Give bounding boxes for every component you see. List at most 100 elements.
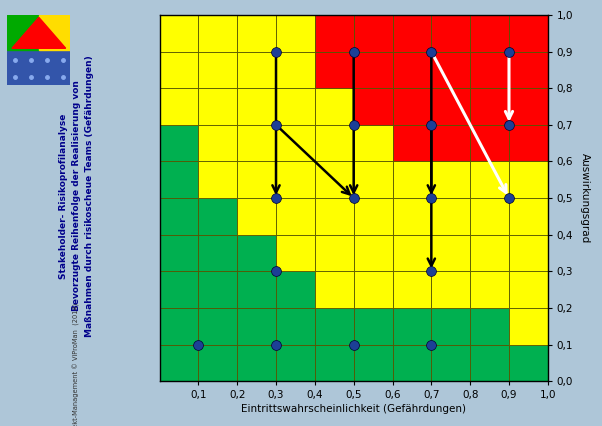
- Point: [349, 341, 359, 348]
- Bar: [432, 125, 470, 161]
- Bar: [470, 88, 509, 125]
- Bar: [315, 235, 354, 271]
- Bar: [199, 125, 237, 161]
- Bar: [315, 271, 354, 308]
- Bar: [199, 308, 237, 345]
- Bar: [276, 88, 315, 125]
- Bar: [276, 125, 315, 161]
- Bar: [470, 271, 509, 308]
- Bar: [276, 15, 315, 52]
- Point: [504, 195, 514, 201]
- Bar: [237, 271, 276, 308]
- Bar: [509, 161, 548, 198]
- Point: [272, 48, 281, 55]
- Bar: [354, 271, 393, 308]
- Bar: [237, 345, 276, 381]
- Bar: [432, 88, 470, 125]
- Point: [349, 195, 359, 201]
- Bar: [470, 308, 509, 345]
- Bar: [237, 308, 276, 345]
- Bar: [432, 345, 470, 381]
- Bar: [237, 88, 276, 125]
- Bar: [354, 235, 393, 271]
- Bar: [432, 161, 470, 198]
- Bar: [315, 308, 354, 345]
- Bar: [276, 235, 315, 271]
- Bar: [276, 271, 315, 308]
- Bar: [237, 125, 276, 161]
- Bar: [432, 198, 470, 235]
- Bar: [315, 198, 354, 235]
- Bar: [315, 88, 354, 125]
- Text: Stakeholder- Risikoprofilanalyse
Bevorzugte Reihenfolge der Realisierung von
Maß: Stakeholder- Risikoprofilanalyse Bevorzu…: [59, 55, 95, 337]
- Bar: [470, 345, 509, 381]
- Bar: [160, 88, 199, 125]
- Bar: [237, 15, 276, 52]
- Bar: [470, 161, 509, 198]
- Bar: [354, 15, 393, 52]
- Bar: [432, 308, 470, 345]
- Bar: [160, 271, 199, 308]
- Point: [427, 341, 436, 348]
- Bar: [199, 345, 237, 381]
- Text: Vitales Projekt-Management © ViProMan  (2014): Vitales Projekt-Management © ViProMan (2…: [73, 302, 80, 426]
- Bar: [315, 345, 354, 381]
- X-axis label: Eintrittswahrscheinlichkeit (Gefährdungen): Eintrittswahrscheinlichkeit (Gefährdunge…: [241, 404, 466, 414]
- Bar: [160, 308, 199, 345]
- Bar: [199, 52, 237, 88]
- Bar: [199, 161, 237, 198]
- Polygon shape: [12, 17, 66, 48]
- Bar: [432, 52, 470, 88]
- Bar: [393, 52, 432, 88]
- Bar: [393, 271, 432, 308]
- Bar: [276, 52, 315, 88]
- Point: [427, 268, 436, 275]
- Bar: [160, 345, 199, 381]
- Bar: [199, 198, 237, 235]
- Bar: [199, 235, 237, 271]
- Bar: [276, 308, 315, 345]
- Point: [272, 341, 281, 348]
- Bar: [276, 198, 315, 235]
- Bar: [354, 161, 393, 198]
- Bar: [470, 52, 509, 88]
- Bar: [354, 52, 393, 88]
- Bar: [509, 308, 548, 345]
- Bar: [354, 345, 393, 381]
- Bar: [509, 345, 548, 381]
- Point: [194, 341, 203, 348]
- Bar: [509, 198, 548, 235]
- Bar: [509, 52, 548, 88]
- Bar: [315, 125, 354, 161]
- Bar: [393, 125, 432, 161]
- Bar: [276, 345, 315, 381]
- Bar: [393, 15, 432, 52]
- Bar: [7, 50, 70, 85]
- Bar: [393, 198, 432, 235]
- Point: [504, 121, 514, 128]
- Bar: [509, 235, 548, 271]
- Bar: [315, 52, 354, 88]
- Bar: [199, 271, 237, 308]
- Bar: [315, 15, 354, 52]
- Bar: [237, 198, 276, 235]
- Bar: [237, 52, 276, 88]
- Bar: [354, 198, 393, 235]
- Bar: [432, 15, 470, 52]
- Bar: [393, 308, 432, 345]
- Bar: [160, 15, 199, 52]
- Bar: [160, 235, 199, 271]
- Bar: [470, 15, 509, 52]
- Bar: [432, 271, 470, 308]
- Point: [349, 48, 359, 55]
- Point: [427, 121, 436, 128]
- Bar: [393, 161, 432, 198]
- Bar: [160, 52, 199, 88]
- Bar: [237, 161, 276, 198]
- Bar: [199, 15, 237, 52]
- Bar: [160, 161, 199, 198]
- Bar: [393, 88, 432, 125]
- Bar: [509, 271, 548, 308]
- Y-axis label: Auswirkungsgrad: Auswirkungsgrad: [580, 153, 590, 243]
- Bar: [160, 125, 199, 161]
